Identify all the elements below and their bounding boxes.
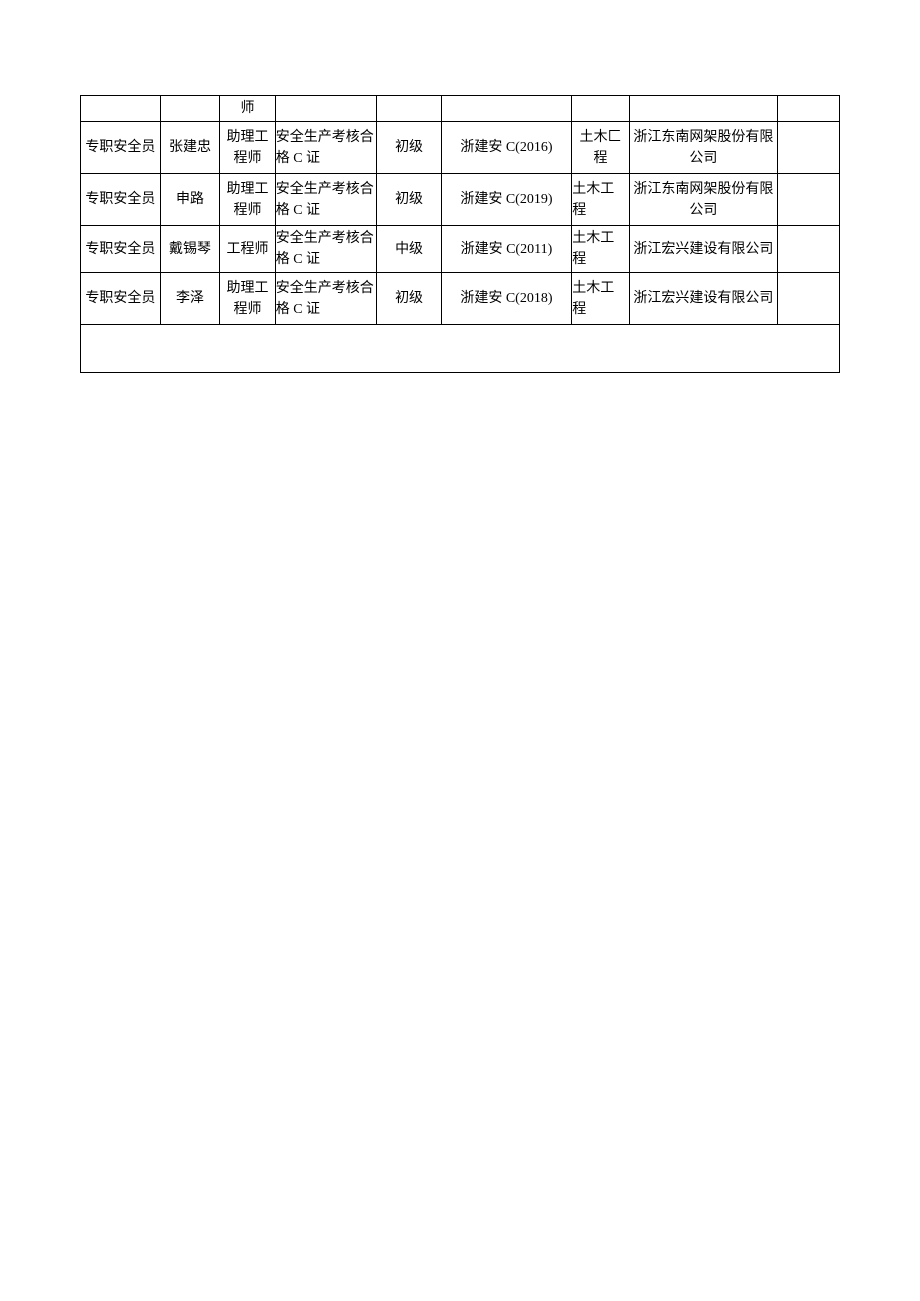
cell-name: 申路 [160, 174, 220, 226]
table-row-empty [81, 325, 840, 373]
cell-role: 专职安全员 [81, 122, 161, 174]
cell-extra [777, 96, 839, 122]
cell-title: 助理工程师 [220, 273, 275, 325]
cell-major: 土木工程 [572, 226, 630, 273]
cell-level [377, 96, 441, 122]
cell-name: 李泽 [160, 273, 220, 325]
cell-major: 土木匚程 [572, 122, 630, 174]
cell-certno: 浙建安 C(2018) [441, 273, 572, 325]
cell-empty [81, 325, 840, 373]
cell-role [81, 96, 161, 122]
cell-name: 张建忠 [160, 122, 220, 174]
personnel-table: 师 专职安全员 张建忠 助理工程师 安全生产考核合格 C 证 初级 浙建安 C(… [80, 95, 840, 373]
cell-level: 初级 [377, 174, 441, 226]
cell-title: 助理工程师 [220, 174, 275, 226]
cell-cert: 安全生产考核合格 C 证 [275, 273, 377, 325]
cell-certno: 浙建安 C(2019) [441, 174, 572, 226]
cell-level: 中级 [377, 226, 441, 273]
cell-extra [777, 174, 839, 226]
cell-title: 工程师 [220, 226, 275, 273]
cell-name: 戴锡琴 [160, 226, 220, 273]
cell-cert: 安全生产考核合格 C 证 [275, 226, 377, 273]
cell-role: 专职安全员 [81, 174, 161, 226]
table-row: 专职安全员 李泽 助理工程师 安全生产考核合格 C 证 初级 浙建安 C(201… [81, 273, 840, 325]
cell-title: 师 [220, 96, 275, 122]
cell-company [629, 96, 777, 122]
cell-extra [777, 226, 839, 273]
cell-cert: 安全生产考核合格 C 证 [275, 122, 377, 174]
cell-major: 土木工程 [572, 174, 630, 226]
cell-company: 浙江东南网架股份有限公司 [629, 174, 777, 226]
table-row: 专职安全员 申路 助理工程师 安全生产考核合格 C 证 初级 浙建安 C(201… [81, 174, 840, 226]
cell-company: 浙江宏兴建设有限公司 [629, 273, 777, 325]
cell-extra [777, 122, 839, 174]
cell-role: 专职安全员 [81, 273, 161, 325]
cell-certno: 浙建安 C(2016) [441, 122, 572, 174]
cell-cert: 安全生产考核合格 C 证 [275, 174, 377, 226]
cell-level: 初级 [377, 273, 441, 325]
cell-company: 浙江东南网架股份有限公司 [629, 122, 777, 174]
cell-certno: 浙建安 C(2011) [441, 226, 572, 273]
cell-major [572, 96, 630, 122]
cell-name [160, 96, 220, 122]
cell-certno [441, 96, 572, 122]
table-row: 专职安全员 张建忠 助理工程师 安全生产考核合格 C 证 初级 浙建安 C(20… [81, 122, 840, 174]
cell-role: 专职安全员 [81, 226, 161, 273]
cell-company: 浙江宏兴建设有限公司 [629, 226, 777, 273]
cell-major: 土木工程 [572, 273, 630, 325]
table-row: 师 [81, 96, 840, 122]
cell-title: 助理工程师 [220, 122, 275, 174]
cell-cert [275, 96, 377, 122]
table-row: 专职安全员 戴锡琴 工程师 安全生产考核合格 C 证 中级 浙建安 C(2011… [81, 226, 840, 273]
cell-level: 初级 [377, 122, 441, 174]
cell-extra [777, 273, 839, 325]
